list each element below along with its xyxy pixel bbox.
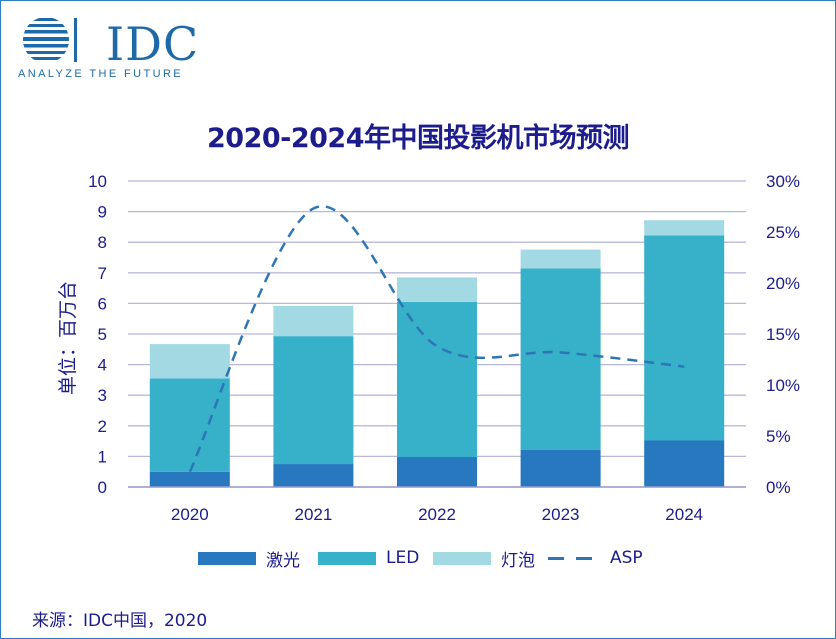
logo-tagline: ANALYZE THE FUTURE	[18, 68, 184, 80]
y2-tick-label: 20%	[766, 274, 800, 293]
y-tick-label: 7	[98, 264, 107, 283]
legend-swatch-asp	[542, 552, 600, 565]
legend-item-lamp: 灯泡	[433, 546, 535, 571]
bar-lamp	[520, 249, 601, 269]
y2-tick-label: 25%	[766, 223, 800, 242]
bar-laser	[273, 464, 354, 487]
logo-text: IDC	[106, 17, 200, 71]
bar-led	[644, 235, 725, 441]
legend-label-led: LED	[386, 548, 420, 568]
legend-swatch-laser	[198, 551, 256, 565]
chart-title: 2020-2024年中国投影机市场预测	[207, 123, 630, 154]
y-tick-label: 0	[98, 478, 107, 497]
y2-tick-label: 5%	[766, 427, 791, 446]
bar-laser	[644, 440, 725, 487]
y-tick-label: 4	[98, 356, 107, 375]
y2-tick-label: 0%	[766, 478, 791, 497]
bar-led	[273, 336, 354, 465]
y-tick-label: 9	[98, 203, 107, 222]
bar-laser	[397, 457, 477, 487]
x-tick-label: 2022	[418, 505, 456, 524]
legend-label-asp: ASP	[610, 548, 643, 568]
legend-item-laser: 激光	[198, 546, 300, 571]
asp-line	[188, 205, 685, 473]
legend-item-led: LED	[318, 546, 419, 570]
y-tick-label: 3	[98, 386, 107, 405]
legend-item-asp: ASP	[542, 546, 643, 570]
x-tick-label: 2023	[542, 505, 580, 524]
x-tick-label: 2024	[665, 505, 703, 524]
y2-tick-label: 30%	[766, 172, 800, 191]
y2-tick-label: 10%	[766, 376, 800, 395]
idc-logo: IDC ANALYZE THE FUTURE	[16, 16, 206, 84]
legend-label-laser: 激光	[266, 550, 300, 571]
idc-globe-icon	[23, 18, 77, 62]
y-tick-label: 6	[98, 294, 107, 313]
y-tick-label: 1	[98, 447, 107, 466]
bar-lamp	[644, 220, 725, 236]
x-tick-label: 2020	[171, 505, 209, 524]
bar-lamp	[273, 305, 354, 337]
y-tick-label: 10	[88, 172, 107, 191]
x-tick-label: 2021	[294, 505, 332, 524]
legend-swatch-led	[318, 551, 376, 565]
y-tick-label: 2	[98, 417, 107, 436]
y2-tick-label: 15%	[766, 325, 800, 344]
asp-line-path	[188, 205, 685, 473]
bar-lamp	[149, 344, 230, 379]
axes: 0 1 2 3 4 5 6 7 8 9 10 0% 5% 10% 15% 20% 25% 30% 2020 2021 2…	[88, 172, 800, 524]
y-axis-label: 单位：百万台	[57, 281, 79, 395]
y-tick-label: 8	[98, 233, 107, 252]
bars	[149, 220, 725, 487]
bar-led	[397, 301, 477, 458]
legend-swatch-lamp	[433, 551, 491, 565]
bar-led	[149, 378, 230, 472]
source-note: 来源：IDC中国，2020	[32, 611, 208, 631]
legend-label-lamp: 灯泡	[501, 550, 535, 571]
bar-lamp	[397, 277, 477, 302]
y-tick-label: 5	[98, 325, 107, 344]
bar-laser	[149, 471, 230, 487]
bar-laser	[520, 449, 601, 487]
bar-led	[520, 268, 601, 450]
